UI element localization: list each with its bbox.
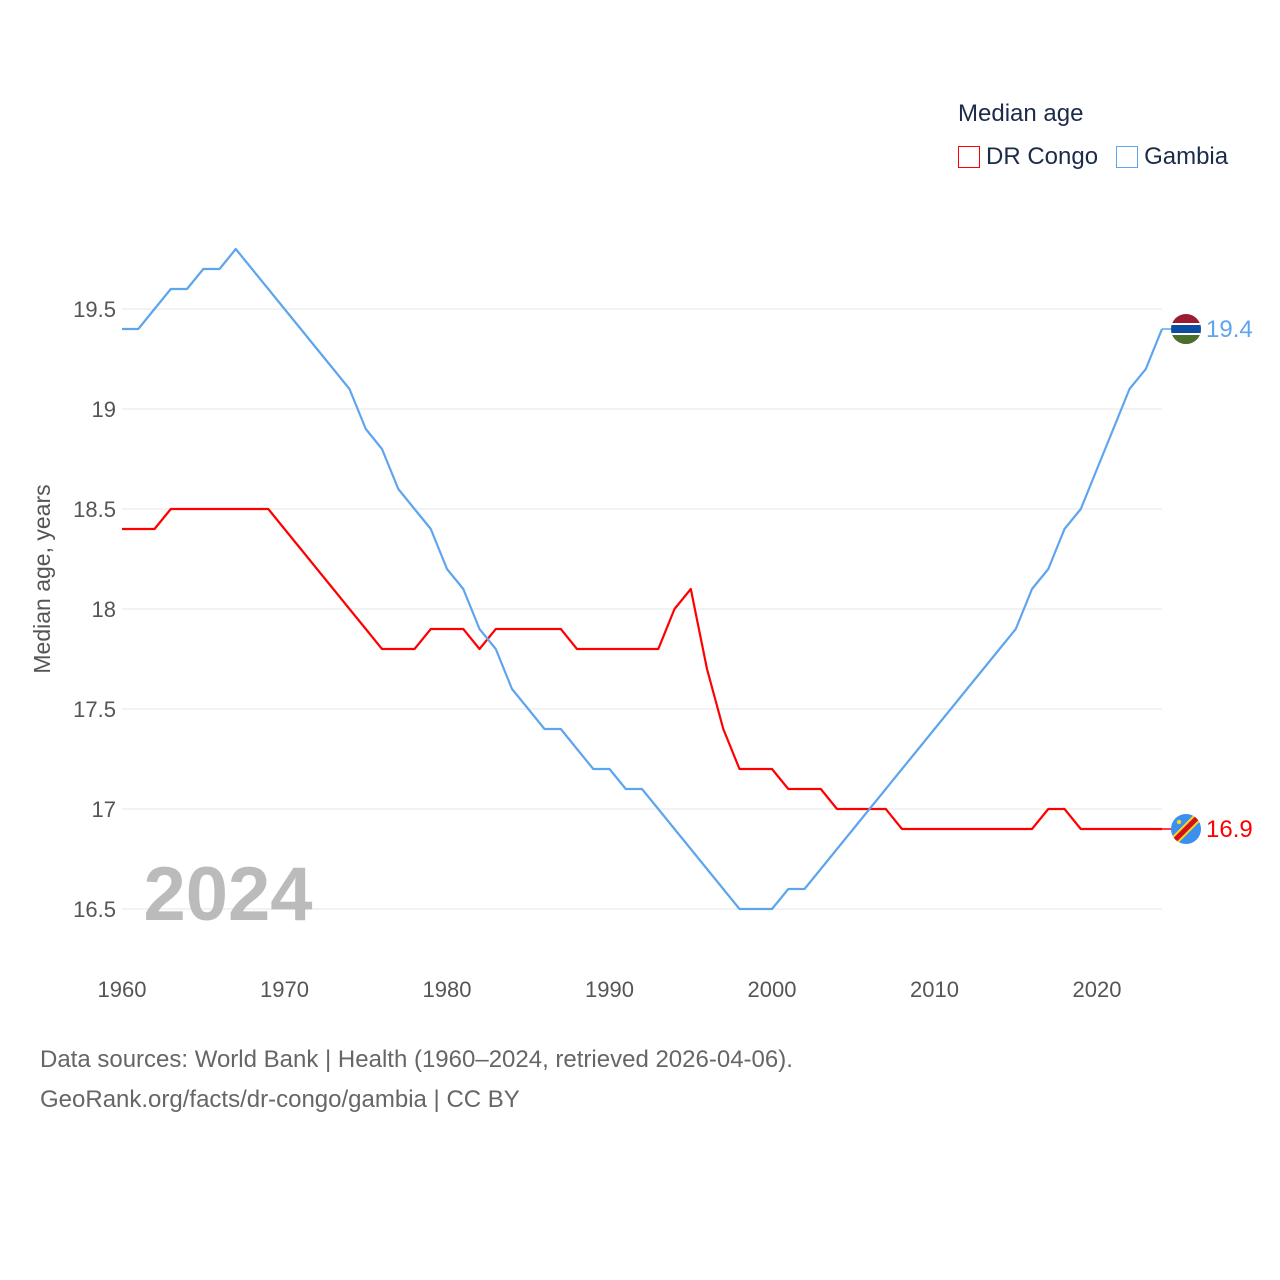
end-value-label-gambia: 19.4 xyxy=(1206,316,1253,343)
series-lines xyxy=(122,247,1164,911)
x-tick-label: 2020 xyxy=(1073,977,1122,1002)
source-line-1: Data sources: World Bank | Health (1960–… xyxy=(40,1046,793,1073)
legend: DR Congo Gambia xyxy=(958,143,1228,171)
series-line-dr-congo xyxy=(122,507,1162,831)
end-value-label-dr-congo: 16.9 xyxy=(1206,816,1253,843)
legend-label-dr-congo: DR Congo xyxy=(986,143,1099,170)
flag-red-stripe xyxy=(1171,814,1201,844)
y-tick-label: 19.5 xyxy=(73,297,116,322)
y-tick-label: 17 xyxy=(92,797,116,822)
x-tick-label: 1970 xyxy=(260,977,309,1002)
series-line-gambia xyxy=(122,247,1164,911)
x-axis: 1960 1970 1980 1990 2000 2010 2020 xyxy=(98,977,1122,1002)
legend-item-gambia[interactable]: Gambia xyxy=(1116,143,1228,171)
series-end-markers: 16.9 19.4 xyxy=(1162,314,1253,844)
year-watermark: 2024 xyxy=(143,852,312,937)
grid-lines xyxy=(122,308,1162,910)
x-tick-label: 1960 xyxy=(98,977,147,1002)
y-tick-label: 19 xyxy=(92,397,116,422)
source-line-2[interactable]: GeoRank.org/facts/dr-congo/gambia | CC B… xyxy=(40,1086,520,1113)
legend-label-gambia: Gambia xyxy=(1144,143,1229,170)
y-tick-label: 18 xyxy=(92,597,116,622)
legend-title: Median age xyxy=(958,100,1084,127)
x-tick-label: 2010 xyxy=(910,977,959,1002)
x-tick-label: 1980 xyxy=(423,977,472,1002)
y-axis-label: Median age, years xyxy=(29,484,55,673)
x-tick-label: 1990 xyxy=(585,977,634,1002)
flag-graphic xyxy=(1171,814,1201,844)
flag-star xyxy=(1176,819,1182,825)
legend-item-dr-congo[interactable]: DR Congo xyxy=(958,143,1098,171)
y-tick-label: 17.5 xyxy=(73,697,116,722)
flag-graphic xyxy=(1171,314,1201,344)
legend-swatch-dr-congo xyxy=(958,146,980,168)
dr-congo-flag-icon xyxy=(1171,814,1201,844)
y-tick-label: 18.5 xyxy=(73,497,116,522)
flag-blue-band xyxy=(1171,325,1201,333)
legend-swatch-gambia xyxy=(1116,146,1139,168)
gambia-flag-icon xyxy=(1171,314,1201,344)
y-tick-label: 16.5 xyxy=(73,897,116,922)
y-axis: 16.5 17 17.5 18 18.5 19 19.5 xyxy=(73,297,116,922)
x-tick-label: 2000 xyxy=(748,977,797,1002)
